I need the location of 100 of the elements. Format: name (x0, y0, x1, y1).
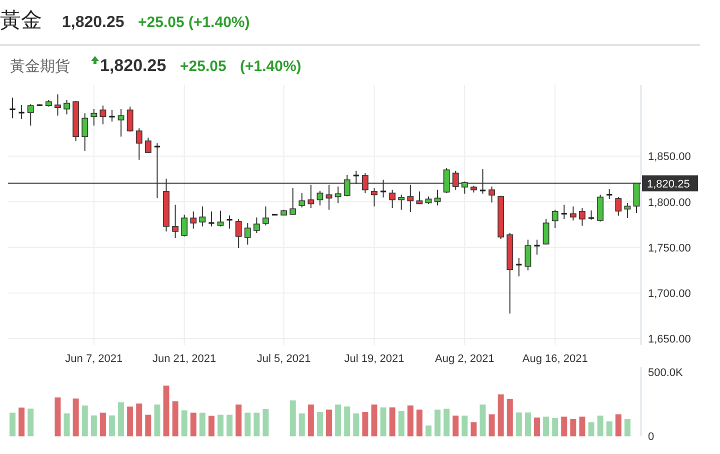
x-tick-label: Jun 21, 2021 (152, 353, 216, 365)
bar (127, 406, 134, 436)
candlestick (488, 186, 495, 203)
bar (108, 415, 116, 436)
candlestick (64, 99, 70, 115)
x-tick-label: Aug 16, 2021 (522, 353, 588, 365)
y-tick-label: 1,800.00 (648, 196, 691, 209)
candlestick (181, 214, 188, 237)
bar (100, 412, 106, 436)
candlestick (190, 210, 197, 230)
text: 1,820.25 (62, 14, 124, 31)
candlestick (27, 104, 34, 126)
bar (470, 422, 477, 436)
candlestick (8, 97, 16, 119)
bar (506, 398, 513, 436)
candlestick (100, 105, 106, 125)
bar (543, 416, 550, 436)
candlestick (552, 209, 558, 229)
y-tick-label: 1,650.00 (648, 334, 691, 346)
candlestick (542, 218, 550, 246)
candlestick (371, 188, 378, 207)
bar (335, 404, 342, 436)
candlestick (253, 216, 260, 234)
bar (236, 404, 242, 436)
bar (64, 413, 70, 436)
bar (624, 418, 630, 436)
bar (579, 416, 586, 436)
candlestick (108, 109, 116, 122)
candlestick (389, 189, 396, 209)
bar (416, 410, 422, 436)
bar (434, 410, 441, 436)
candlestick (235, 218, 242, 249)
y-tick-label: 0 (648, 431, 654, 443)
candlestick (570, 206, 576, 221)
bar (362, 412, 368, 436)
bar (118, 402, 124, 436)
candlestick (398, 194, 405, 210)
bar (217, 414, 224, 436)
bar (262, 408, 269, 436)
y-tick-label: 1,700.00 (648, 288, 691, 300)
bar (452, 416, 459, 436)
candlestick (515, 257, 523, 277)
text: (+1.40%) (240, 58, 302, 75)
candlestick (136, 128, 142, 160)
x-tick-label: Jul 5, 2021 (256, 353, 311, 365)
bar (226, 414, 233, 436)
bar (380, 407, 386, 436)
candlestick (144, 137, 152, 154)
candlestick (524, 239, 532, 271)
bar (398, 411, 404, 436)
x-tick-label: Jun 7, 2021 (65, 353, 123, 365)
bar (606, 421, 612, 436)
candlestick (262, 206, 269, 226)
candlestick (334, 186, 342, 204)
candlestick (126, 106, 134, 132)
candlestick (172, 204, 178, 238)
bar (172, 401, 178, 436)
candlestick (416, 190, 423, 205)
candlestick (298, 192, 306, 208)
candlestick (316, 190, 324, 206)
candlestick (560, 204, 568, 220)
bar (18, 408, 25, 436)
candlestick (624, 202, 631, 219)
candlestick (208, 210, 216, 227)
bar (480, 404, 486, 436)
candlestick (18, 104, 26, 120)
bar (570, 418, 576, 436)
bar (444, 408, 450, 436)
text: +25.05 (+1.40%) (138, 14, 250, 31)
candlestick (226, 214, 234, 230)
bar (552, 418, 558, 436)
bar (136, 404, 142, 436)
y-tick-label: 500.0K (648, 367, 684, 380)
bar (524, 412, 531, 436)
bar (615, 414, 622, 436)
bar (308, 404, 314, 436)
candlestick (290, 188, 296, 216)
bar (588, 422, 594, 436)
bar (407, 405, 414, 436)
bar (534, 418, 540, 436)
candlestick (606, 188, 613, 200)
bar (154, 404, 160, 436)
bar (353, 413, 360, 436)
chart-title: 黃金 (0, 9, 42, 32)
bar (244, 412, 251, 436)
chart-subtitle: 黃金期貨 (10, 58, 70, 75)
bar (316, 412, 323, 436)
bar (344, 406, 350, 436)
bar (326, 410, 332, 436)
candlestick (533, 239, 541, 256)
bar (163, 386, 170, 436)
x-tick-label: Jul 19, 2021 (344, 353, 404, 365)
candlestick (82, 112, 88, 152)
bar (597, 416, 604, 436)
y-tick-label: 1,850.00 (648, 151, 691, 164)
bar (208, 416, 214, 436)
bar (190, 412, 196, 436)
bar (462, 416, 468, 436)
bar (425, 425, 432, 436)
bar (10, 412, 16, 436)
